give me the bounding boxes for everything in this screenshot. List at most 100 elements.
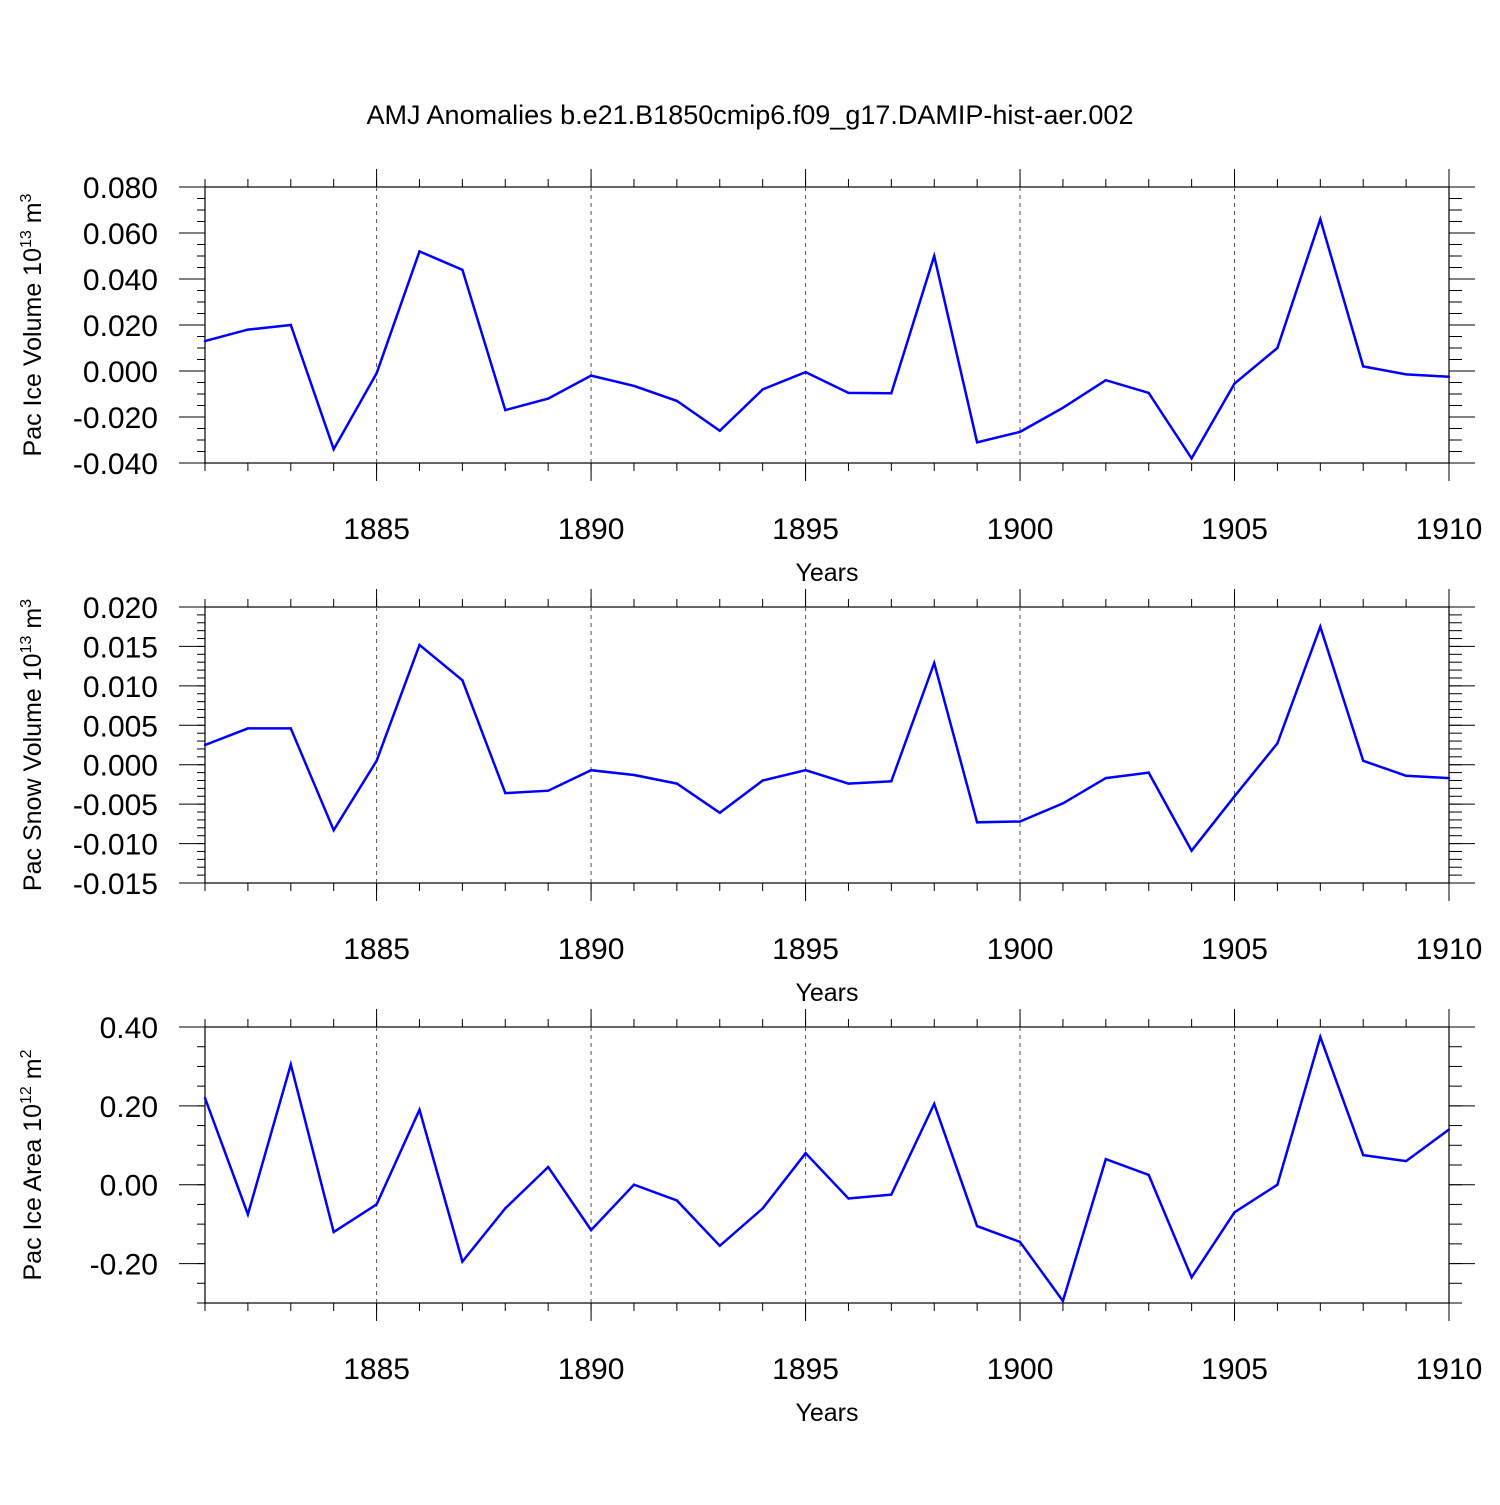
data-point [761, 1207, 764, 1210]
y-tick-label: -0.010 [73, 829, 158, 862]
data-point [203, 339, 207, 343]
y-tick-label: 0.020 [83, 592, 158, 625]
data-point [1319, 625, 1322, 628]
x-tick-label: 1900 [987, 513, 1054, 546]
data-point [1362, 1153, 1365, 1157]
data-point [589, 374, 593, 377]
figure-title: AMJ Anomalies b.e21.B1850cmip6.f09_g17.D… [367, 100, 1134, 130]
x-tick-label: 1885 [343, 513, 410, 546]
data-point [632, 384, 636, 388]
data-point [1404, 774, 1408, 777]
data-point [332, 448, 335, 451]
data-point [632, 773, 636, 777]
data-point [1447, 375, 1451, 378]
x-tick-label: 1905 [1201, 1353, 1268, 1386]
data-point [289, 323, 292, 327]
data-point [1233, 382, 1236, 385]
data-point [203, 743, 207, 747]
data-point [546, 1165, 550, 1169]
data-point [1190, 457, 1193, 460]
series-line [204, 622, 1450, 853]
x-tick-label: 1905 [1201, 933, 1268, 966]
data-point [1404, 1159, 1408, 1163]
data-point [632, 1183, 636, 1186]
x-tick-label: 1895 [772, 933, 839, 966]
data-point [1104, 1157, 1108, 1161]
data-point [589, 769, 593, 772]
x-tick-label: 1890 [558, 1353, 625, 1386]
data-point [675, 1199, 679, 1202]
y-tick-label: -0.040 [73, 448, 158, 481]
y-tick-label: 0.40 [100, 1012, 158, 1045]
data-point [804, 370, 807, 374]
series-line [203, 1032, 1450, 1304]
data-point [546, 397, 550, 400]
chart-panel-2: 1885 1890 1895 1900 1905 1910 -0.015 -0.010 -0.0… [18, 589, 1482, 1007]
data-point [718, 429, 721, 432]
data-point [246, 727, 250, 730]
x-tick-label: 1895 [772, 513, 839, 546]
data-point [1447, 776, 1451, 780]
data-point [1276, 1183, 1279, 1186]
data-point [289, 1063, 292, 1066]
y-tick-label: 0.060 [83, 218, 158, 251]
data-point [332, 828, 335, 832]
y-tick-label: -0.020 [73, 402, 158, 435]
y-tick-label: -0.005 [73, 789, 158, 822]
data-point [761, 388, 764, 391]
data-point [718, 1244, 721, 1248]
x-tick-label: 1910 [1416, 513, 1483, 546]
x-tick-label: 1905 [1201, 513, 1268, 546]
data-point [375, 1203, 378, 1206]
data-point [246, 328, 250, 331]
data-point [461, 679, 464, 682]
x-tick-label: 1910 [1416, 1353, 1483, 1386]
chart-panels: 1885 1890 1895 1900 1905 1910 -0.040 -0.020 0.00… [18, 169, 1482, 1427]
y-axis-title: Pac Ice Area 1012 m2 [18, 1049, 47, 1280]
data-point [1362, 365, 1365, 368]
x-tick-label: 1885 [343, 1353, 410, 1386]
data-point [589, 1228, 593, 1232]
data-point [504, 1207, 507, 1210]
data-point [1447, 1128, 1451, 1131]
data-point [890, 392, 893, 395]
y-tick-label: 0.20 [100, 1091, 158, 1124]
data-point [933, 254, 936, 258]
data-point [675, 399, 679, 403]
data-point [933, 1102, 936, 1106]
data-point [418, 1108, 421, 1112]
data-point [847, 1197, 850, 1200]
data-point [1104, 379, 1108, 382]
x-tick-label: 1900 [987, 933, 1054, 966]
plot-frame [204, 606, 1450, 884]
x-axis-title: Years [795, 979, 858, 1007]
data-point [246, 1213, 250, 1216]
data-point [418, 643, 421, 647]
data-point [890, 1193, 893, 1196]
data-point [461, 1260, 464, 1263]
data-point [546, 789, 550, 792]
data-point [1147, 1173, 1150, 1177]
data-point [1404, 373, 1408, 376]
x-tick-label: 1895 [772, 1353, 839, 1386]
y-tick-label: 0.040 [83, 264, 158, 297]
y-axis-title: Pac Snow Volume 1013 m3 [18, 599, 47, 891]
data-point [675, 782, 679, 785]
data-point [504, 791, 507, 795]
y-tick-label: -0.015 [73, 868, 158, 901]
y-axis-title: Pac Ice Volume 1013 m3 [18, 193, 47, 456]
y-tick-label: 0.010 [83, 671, 158, 704]
data-point [1018, 430, 1022, 434]
data-point [975, 821, 979, 824]
plot-frame [204, 1026, 1450, 1304]
x-tick-label: 1900 [987, 1353, 1054, 1386]
data-point [1276, 742, 1279, 745]
data-point [1147, 771, 1150, 774]
data-point [289, 727, 292, 730]
data-point [418, 250, 421, 253]
data-point [1061, 406, 1065, 409]
x-tick-label: 1885 [343, 933, 410, 966]
data-point [1362, 759, 1365, 762]
